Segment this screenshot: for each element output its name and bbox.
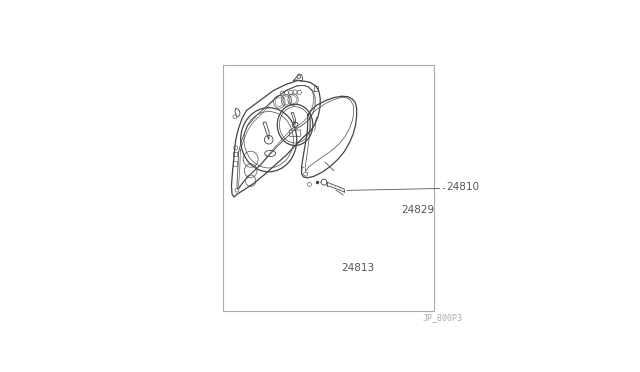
Bar — [234, 152, 237, 156]
Bar — [234, 161, 237, 166]
Text: 24829: 24829 — [401, 205, 434, 215]
Text: 24813: 24813 — [341, 263, 374, 273]
Bar — [223, 65, 434, 311]
Text: JP_800P3: JP_800P3 — [422, 314, 463, 323]
Text: 24810: 24810 — [446, 182, 479, 192]
